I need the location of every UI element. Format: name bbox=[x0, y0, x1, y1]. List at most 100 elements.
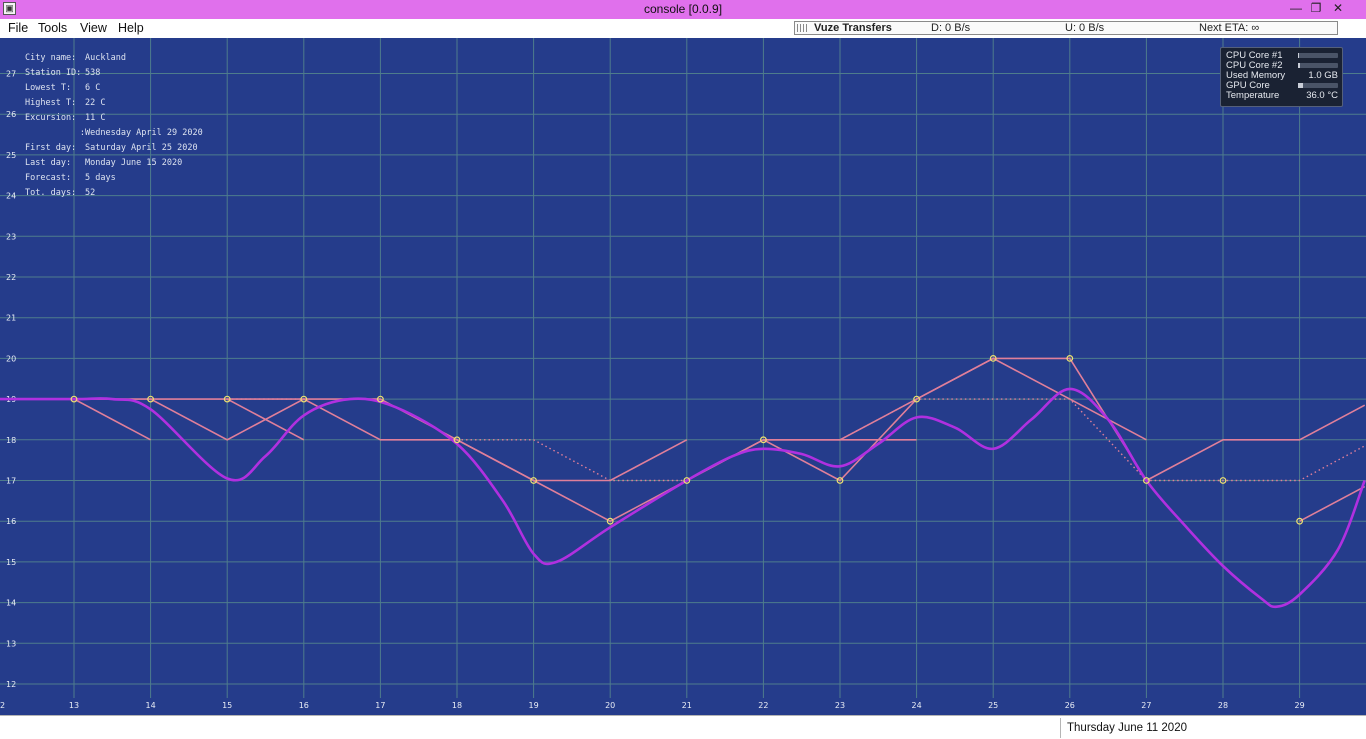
data-point-marker bbox=[1066, 355, 1074, 362]
grip-icon[interactable] bbox=[797, 24, 807, 32]
x-tick-label: 22 bbox=[758, 701, 768, 710]
restore-icon[interactable]: ❐ bbox=[1310, 1, 1322, 15]
menu-help[interactable]: Help bbox=[118, 21, 144, 35]
data-point-marker bbox=[1142, 477, 1150, 484]
data-point-marker bbox=[300, 395, 308, 403]
info-key: : bbox=[79, 128, 85, 138]
gpu-core-label: GPU Core bbox=[1226, 80, 1270, 91]
y-tick-label: 25 bbox=[6, 151, 16, 160]
data-point-marker bbox=[453, 436, 461, 444]
data-point-marker bbox=[989, 355, 997, 362]
gpu-core-bar bbox=[1298, 83, 1338, 88]
x-tick-label: 18 bbox=[452, 701, 462, 710]
y-tick-label: 23 bbox=[6, 232, 16, 241]
x-tick-label: 27 bbox=[1141, 701, 1151, 710]
vuze-download: D: 0 B/s bbox=[931, 22, 971, 34]
x-tick-label: 23 bbox=[835, 701, 845, 710]
system-monitor-widget: CPU Core #1 CPU Core #2 Used Memory 1.0 … bbox=[1220, 47, 1343, 107]
x-tick-label: 19 bbox=[529, 701, 539, 710]
vuze-title: Vuze Transfers bbox=[814, 22, 892, 34]
x-tick-label: 13 bbox=[69, 701, 79, 710]
data-point-marker bbox=[683, 477, 691, 484]
data-point-marker bbox=[913, 395, 920, 403]
temperature-line bbox=[763, 357, 1147, 441]
info-row: :Wednesday April 29 2020 bbox=[25, 126, 203, 141]
temperature-line bbox=[227, 398, 688, 482]
info-value: Monday June 15 2020 bbox=[85, 158, 183, 168]
x-tick-label: 16 bbox=[299, 701, 309, 710]
y-tick-label: 22 bbox=[6, 273, 16, 282]
temperature-line bbox=[0, 398, 151, 441]
info-row: Highest T: 22 C bbox=[25, 96, 203, 111]
y-tick-label: 20 bbox=[6, 354, 16, 363]
x-tick-label: 26 bbox=[1065, 701, 1075, 710]
info-value: 11 C bbox=[85, 113, 106, 123]
data-point-marker bbox=[1219, 477, 1227, 484]
menu-view[interactable]: View bbox=[80, 21, 107, 35]
x-tick-label: 29 bbox=[1295, 701, 1305, 710]
info-row: Forecast: 5 days bbox=[25, 171, 203, 186]
minimize-icon[interactable]: — bbox=[1290, 1, 1302, 15]
info-value: Wednesday April 29 2020 bbox=[85, 128, 203, 138]
y-tick-label: 17 bbox=[6, 477, 16, 486]
close-icon[interactable]: ✕ bbox=[1332, 1, 1344, 15]
info-row: First day: Saturday April 25 2020 bbox=[25, 141, 203, 156]
info-row: Station ID: 538 bbox=[25, 66, 203, 81]
info-row: Lowest T: 6 C bbox=[25, 81, 203, 96]
info-key: Tot. days: bbox=[25, 188, 77, 198]
smoothed-temperature-curve bbox=[0, 387, 1366, 609]
data-point-marker bbox=[223, 395, 231, 403]
widget-temperature: Temperature 36.0 °C bbox=[1226, 91, 1338, 101]
temperature-line bbox=[1146, 404, 1366, 482]
y-tick-label: 15 bbox=[6, 558, 16, 567]
temperature-value: 36.0 °C bbox=[1306, 90, 1338, 101]
x-tick-label: 25 bbox=[988, 701, 998, 710]
x-tick-label: 21 bbox=[682, 701, 692, 710]
widget-cpu-core-1: CPU Core #1 bbox=[1226, 51, 1338, 61]
used-memory-value: 1.0 GB bbox=[1308, 70, 1338, 81]
temperature-label: Temperature bbox=[1226, 90, 1280, 101]
y-tick-label: 14 bbox=[6, 599, 16, 608]
menu-file[interactable]: File bbox=[8, 21, 29, 35]
info-key: Station ID: bbox=[25, 68, 82, 78]
info-key: Last day: bbox=[25, 158, 72, 168]
info-value: 5 days bbox=[85, 173, 116, 183]
status-panel bbox=[0, 718, 1061, 738]
console-app-icon[interactable]: ▣ bbox=[3, 2, 16, 15]
vuze-transfers-bar[interactable]: Vuze Transfers D: 0 B/s U: 0 B/s Next ET… bbox=[794, 21, 1338, 35]
info-value: 6 C bbox=[85, 83, 101, 93]
menu-tools[interactable]: Tools bbox=[38, 21, 68, 35]
vuze-eta: Next ETA: ∞ bbox=[1199, 22, 1260, 34]
widget-used-memory: Used Memory 1.0 GB bbox=[1226, 71, 1338, 81]
temperature-chart: 2 13 14 15 16 17 18 19 20 21 22 23 24 25 26 27 28 29 12 13 1… bbox=[0, 38, 1366, 710]
data-point-marker bbox=[760, 436, 767, 444]
info-key: City name: bbox=[25, 53, 77, 63]
cpu-core-1-bar bbox=[1298, 53, 1338, 58]
y-tick-label: 21 bbox=[6, 314, 16, 323]
x-tick-label: 14 bbox=[146, 701, 156, 710]
y-tick-label: 26 bbox=[6, 110, 16, 119]
y-tick-label: 16 bbox=[6, 517, 16, 526]
temperature-line bbox=[1299, 485, 1366, 522]
data-point-marker bbox=[147, 395, 155, 403]
info-row: City name: Auckland bbox=[25, 51, 203, 66]
temperature-plot: 2 13 14 15 16 17 18 19 20 21 22 23 24 25 26 27 28 29 12 13 1… bbox=[0, 38, 1366, 715]
cpu-core-2-bar bbox=[1298, 63, 1338, 68]
cpu-core-2-label: CPU Core #2 bbox=[1226, 60, 1283, 71]
x-tick-label: 2 bbox=[0, 701, 5, 710]
y-tick-label: 12 bbox=[6, 680, 16, 689]
x-tick-label: 17 bbox=[375, 701, 385, 710]
data-point-marker bbox=[70, 395, 78, 403]
info-value: Saturday April 25 2020 bbox=[85, 143, 198, 153]
cpu-core-1-label: CPU Core #1 bbox=[1226, 50, 1283, 61]
widget-cpu-core-2: CPU Core #2 bbox=[1226, 61, 1338, 71]
data-point-marker bbox=[606, 517, 614, 525]
y-tick-label: 18 bbox=[6, 436, 16, 445]
info-row: Last day: Monday June 15 2020 bbox=[25, 156, 203, 171]
x-tick-label: 28 bbox=[1218, 701, 1228, 710]
station-info: City name: Auckland Station ID: 538 Lowest T… bbox=[25, 51, 203, 201]
status-bar: Thursday June 11 2020 bbox=[0, 715, 1366, 739]
info-key: Lowest T: bbox=[25, 83, 72, 93]
info-key: Excursion: bbox=[25, 113, 77, 123]
title-bar: ▣ console [0.0.9] — ❐ ✕ bbox=[0, 0, 1366, 19]
